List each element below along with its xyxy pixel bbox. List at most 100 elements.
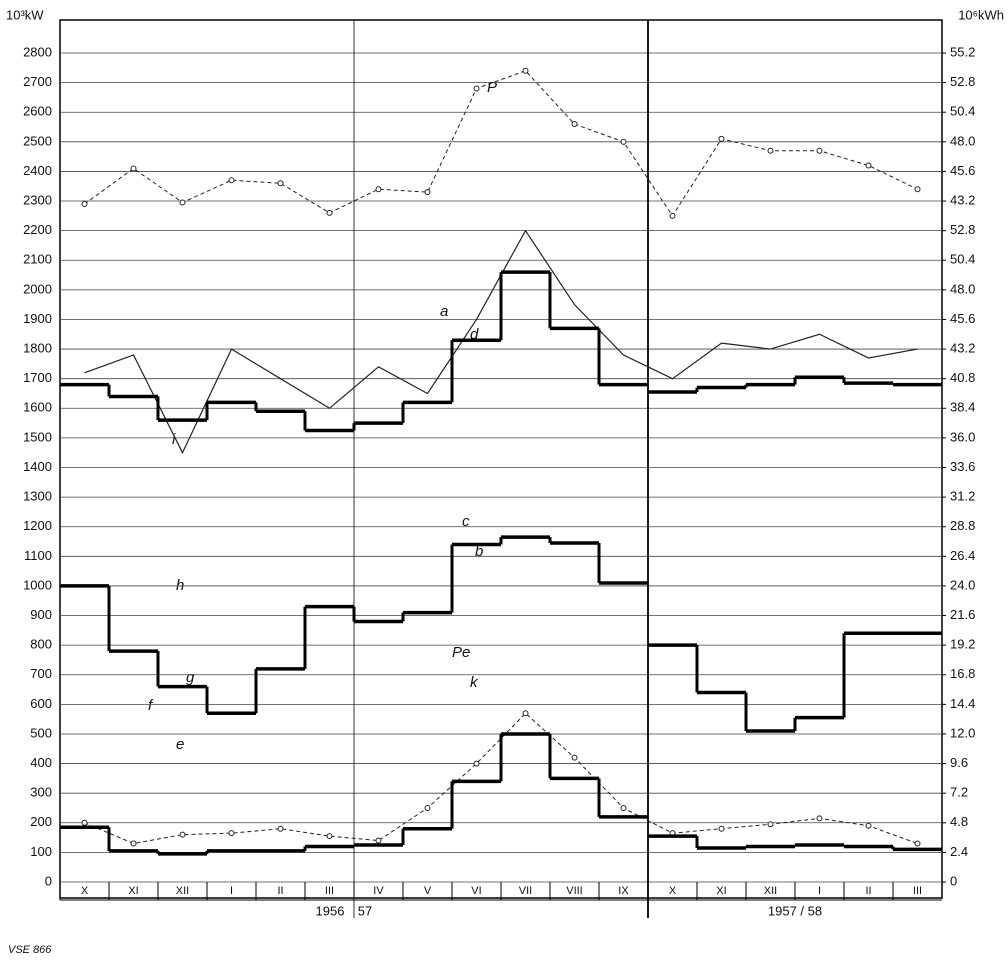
series-line bbox=[84, 70, 918, 217]
marker bbox=[669, 212, 676, 219]
y-tick-label: 100 bbox=[30, 844, 52, 859]
y-tick-label: 500 bbox=[30, 725, 52, 740]
marker bbox=[326, 833, 333, 840]
y2-tick-label: 50.4 bbox=[950, 104, 975, 119]
y2-tick-label: 28.8 bbox=[950, 518, 975, 533]
y-tick-label: 1600 bbox=[23, 400, 52, 415]
marker bbox=[718, 825, 725, 832]
marker bbox=[473, 85, 480, 92]
y-axis-label: 10³kW bbox=[6, 7, 44, 22]
y2-tick-label: 36.0 bbox=[950, 429, 975, 444]
y2-tick-label: 33.6 bbox=[950, 459, 975, 474]
x-tick-label: VI bbox=[471, 885, 481, 897]
y2-tick-label: 26.4 bbox=[950, 548, 975, 563]
y2-tick-label: 40.8 bbox=[950, 370, 975, 385]
x-tick-label: XI bbox=[716, 885, 726, 897]
y2-tick-label: 19.2 bbox=[950, 637, 975, 652]
x-tick-label: II bbox=[865, 885, 871, 897]
y-tick-label: 2300 bbox=[23, 192, 52, 207]
annotation: g bbox=[186, 669, 195, 686]
x-tick-label: VII bbox=[519, 885, 532, 897]
x-tick-label: X bbox=[669, 885, 677, 897]
x-tick-label: V bbox=[424, 885, 432, 897]
series-label: k bbox=[470, 674, 479, 691]
period-label: 57 bbox=[358, 903, 372, 918]
y2-tick-label: 14.4 bbox=[950, 696, 975, 711]
y-tick-label: 700 bbox=[30, 666, 52, 681]
x-tick-label: X bbox=[81, 885, 89, 897]
marker bbox=[277, 825, 284, 832]
y2-tick-label: 24.0 bbox=[950, 577, 975, 592]
y2-tick-label: 52.8 bbox=[950, 222, 975, 237]
y-tick-label: 600 bbox=[30, 696, 52, 711]
y-tick-label: 400 bbox=[30, 755, 52, 770]
y2-tick-label: 2.4 bbox=[950, 844, 968, 859]
marker bbox=[767, 147, 774, 154]
marker bbox=[571, 754, 578, 761]
marker bbox=[228, 830, 235, 837]
y2-tick-label: 43.2 bbox=[950, 341, 975, 356]
y-tick-label: 1800 bbox=[23, 341, 52, 356]
marker bbox=[767, 821, 774, 828]
period-label: 1956 bbox=[316, 903, 345, 918]
footer: VSE 866 bbox=[8, 944, 52, 956]
y-tick-label: 2800 bbox=[23, 44, 52, 59]
y2-tick-label: 52.8 bbox=[950, 74, 975, 89]
y-tick-label: 1000 bbox=[23, 577, 52, 592]
series-line bbox=[84, 712, 918, 845]
y-tick-label: 1300 bbox=[23, 489, 52, 504]
y2-tick-label: 4.8 bbox=[950, 814, 968, 829]
marker bbox=[81, 200, 88, 207]
x-tick-label: VIII bbox=[566, 885, 583, 897]
y-tick-label: 2600 bbox=[23, 104, 52, 119]
y2-tick-label: 7.2 bbox=[950, 785, 968, 800]
series-label: P bbox=[487, 79, 497, 96]
x-tick-label: III bbox=[325, 885, 334, 897]
y-tick-label: 2200 bbox=[23, 222, 52, 237]
marker bbox=[914, 186, 921, 193]
marker bbox=[620, 804, 627, 811]
marker bbox=[914, 840, 921, 847]
series-label: d bbox=[470, 326, 479, 343]
marker bbox=[326, 209, 333, 216]
annotation: h bbox=[176, 577, 184, 594]
x-tick-label: I bbox=[818, 885, 821, 897]
series-label: Pe bbox=[452, 644, 470, 661]
y2-tick-label: 21.6 bbox=[950, 607, 975, 622]
marker bbox=[571, 121, 578, 128]
series-label: a bbox=[440, 303, 448, 320]
marker bbox=[130, 840, 137, 847]
y-tick-label: 1500 bbox=[23, 429, 52, 444]
marker bbox=[473, 760, 480, 767]
annotation: i bbox=[172, 431, 176, 448]
y2-tick-label: 45.6 bbox=[950, 163, 975, 178]
y-tick-label: 2400 bbox=[23, 163, 52, 178]
x-tick-label: XII bbox=[176, 885, 189, 897]
y2-tick-label: 0 bbox=[950, 873, 957, 888]
x-tick-label: XII bbox=[764, 885, 777, 897]
y2-tick-label: 31.2 bbox=[950, 489, 975, 504]
marker bbox=[228, 177, 235, 184]
y-tick-label: 1400 bbox=[23, 459, 52, 474]
y2-tick-label: 50.4 bbox=[950, 252, 975, 267]
y-tick-label: 2500 bbox=[23, 133, 52, 148]
marker bbox=[718, 135, 725, 142]
y-tick-label: 1200 bbox=[23, 518, 52, 533]
x-tick-label: XI bbox=[128, 885, 138, 897]
marker bbox=[424, 189, 431, 196]
y2-tick-label: 48.0 bbox=[950, 133, 975, 148]
y2-tick-label: 45.6 bbox=[950, 311, 975, 326]
marker bbox=[522, 710, 529, 717]
y-tick-label: 1900 bbox=[23, 311, 52, 326]
y-tick-label: 800 bbox=[30, 637, 52, 652]
marker bbox=[620, 138, 627, 145]
y2-tick-label: 12.0 bbox=[950, 725, 975, 740]
y-tick-label: 2700 bbox=[23, 74, 52, 89]
y2-tick-label: 16.8 bbox=[950, 666, 975, 681]
y-tick-label: 300 bbox=[30, 785, 52, 800]
annotation: f bbox=[148, 697, 154, 714]
marker bbox=[375, 837, 382, 844]
y2-tick-label: 43.2 bbox=[950, 192, 975, 207]
